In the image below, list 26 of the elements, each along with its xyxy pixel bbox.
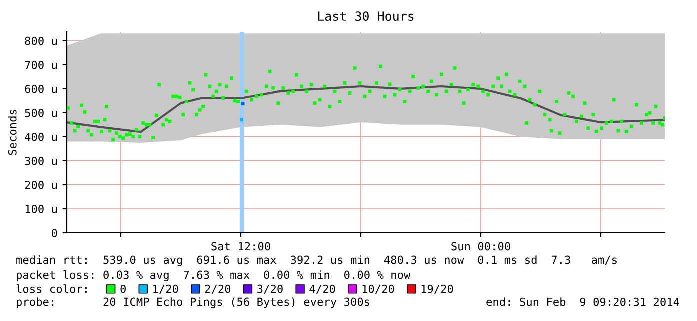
legend-title: loss color: xyxy=(16,284,87,294)
legend-label: 1/20 xyxy=(154,284,178,294)
text: median rtt: 539.0 us avg 691.6 us max 392.2 us min 480.3 us now 0.1 ms sd 7.3 am/s xyxy=(16,256,617,266)
y-tick-label: 100 u xyxy=(26,204,57,214)
y-tick-label: 400 u xyxy=(25,132,57,142)
y-tick-label: 600 u xyxy=(25,84,57,94)
legend-label: 0 xyxy=(120,284,126,294)
y-tick-label: 300 u xyxy=(25,156,57,166)
y-tick-label: 700 u xyxy=(25,60,57,70)
text: packet loss: 0.03 % avg 7.63 % max 0.00 % min 0.00 % now xyxy=(17,270,411,282)
y-tick-label: 500 u xyxy=(25,108,57,118)
chart-title: Last 30 Hours xyxy=(318,12,414,22)
legend-label: 2/20 xyxy=(205,284,231,294)
x-tick-label: Sat 12:00 xyxy=(212,242,270,251)
x-tick-label: Sun 00:00 xyxy=(452,242,510,251)
y-tick-label: 800 u xyxy=(25,36,57,46)
y-tick-label: 200 u xyxy=(25,180,57,190)
y-tick-label: 0 xyxy=(52,229,58,238)
y-axis-title: Seconds xyxy=(8,110,17,156)
legend-label: 3/20 xyxy=(258,284,283,294)
legend-label: 4/20 xyxy=(310,284,336,294)
text: probe: 20 ICMP Echo Pings (56 Bytes) every 300s xyxy=(17,298,370,308)
legend-label: 19/20 xyxy=(422,284,454,294)
text: end: Sun Feb 9 09:20:31 2014 xyxy=(486,298,680,306)
legend-label: 10/20 xyxy=(362,284,394,294)
line-series xyxy=(67,85,665,134)
